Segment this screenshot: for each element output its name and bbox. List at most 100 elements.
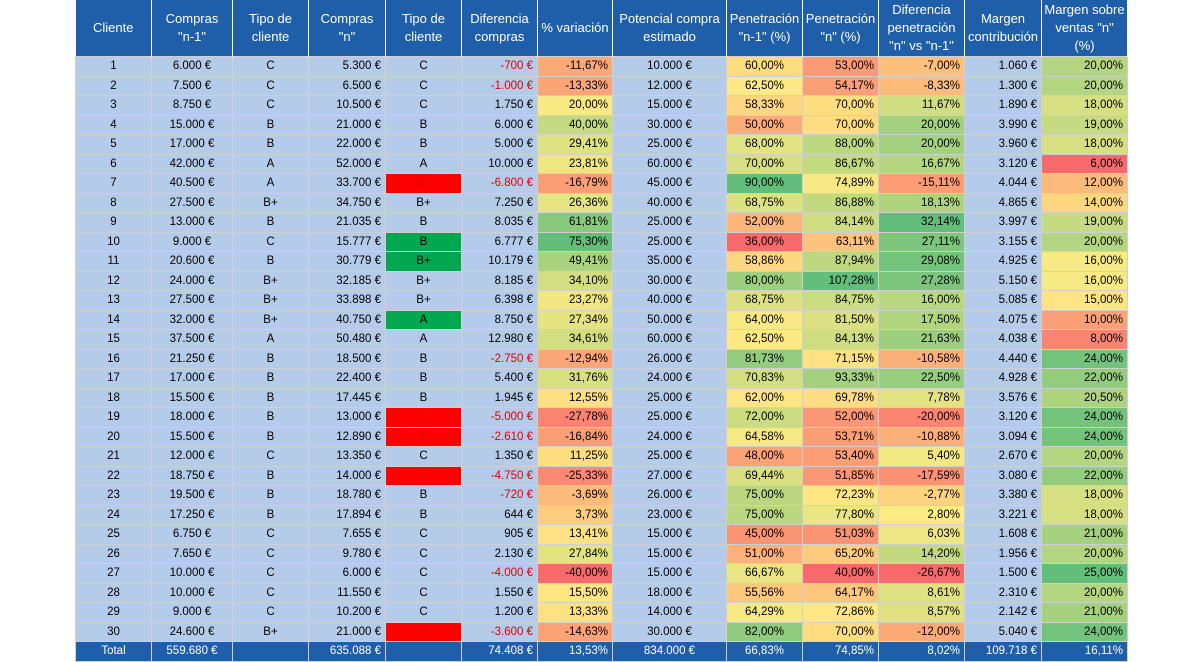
cell-compras-n: 21.000 € (308, 114, 386, 135)
table-row: 21 12.000 € C 13.350 € C 1.350 €11,25% 25.000 … (75, 446, 1128, 467)
cell-cliente: 9 (75, 212, 152, 233)
cell-tipo-n: B (385, 348, 462, 369)
cell-diferencia-penetracion: 2,80% (878, 504, 965, 525)
cell-penetracion-n1: 50,00% (726, 114, 803, 135)
cell-potencial: 14.000 € (612, 602, 727, 623)
cell-compras-n1: 17.000 € (151, 134, 233, 155)
table-row: 27 10.000 € C 6.000 € C -4.000 € -40,00% 15.000… (75, 563, 1128, 584)
cell-tipo-n: B (385, 621, 462, 642)
cell-compras-n1: 10.000 € (151, 582, 233, 603)
cell-margen-contribucion: 5.040 € (964, 621, 1042, 642)
total-penetracion-n: 74,85% (802, 641, 879, 662)
cell-tipo-n: B+ (385, 192, 462, 213)
total-compras-n1: 559.680 € (151, 641, 233, 662)
cell-compras-n: 10.200 € (308, 602, 386, 623)
cell-margen-contribucion: 5.085 € (964, 290, 1042, 311)
table-row: 19 18.000 € B 13.000 € C -5.000 € -27,78% 25.00… (75, 407, 1128, 428)
cell-potencial: 25.000 € (612, 231, 727, 252)
cell-variacion: 12,55% (537, 387, 613, 408)
cell-margen-ventas: 15,00% (1041, 290, 1128, 311)
cell-variacion: -11,67% (537, 56, 613, 77)
table-row: 3 8.750 € C 10.500 € C 1.750 €20,00% 15.000 €5… (75, 95, 1128, 116)
cell-penetracion-n1: 62,50% (726, 329, 803, 350)
cell-cliente: 28 (75, 582, 152, 603)
cell-cliente: 2 (75, 75, 152, 96)
cell-variacion: -12,94% (537, 348, 613, 369)
table-row: 28 10.000 € C 11.550 € C 1.550 €15,50% 18.000 … (75, 582, 1128, 603)
cell-penetracion-n1: 51,00% (726, 543, 803, 564)
cell-diferencia-compras: 2.130 € (461, 543, 538, 564)
cell-compras-n: 22.000 € (308, 134, 386, 155)
cell-compras-n1: 40.500 € (151, 173, 233, 194)
cell-compras-n1: 17.000 € (151, 368, 233, 389)
table-row: 23 19.500 € B 18.780 € B -720 € -3,69% 26.000 €… (75, 485, 1128, 506)
cell-variacion: -25,33% (537, 465, 613, 486)
cell-margen-contribucion: 2.142 € (964, 602, 1042, 623)
cell-compras-n1: 13.000 € (151, 212, 233, 233)
cell-tipo-n1: C (232, 543, 309, 564)
cell-compras-n: 33.898 € (308, 290, 386, 311)
cell-diferencia-compras: 5.000 € (461, 134, 538, 155)
cell-compras-n: 18.780 € (308, 485, 386, 506)
cell-tipo-n1: B (232, 114, 309, 135)
cell-cliente: 11 (75, 251, 152, 272)
cell-tipo-n: A (385, 309, 462, 330)
cell-penetracion-n1: 60,00% (726, 56, 803, 77)
cell-tipo-n: C (385, 582, 462, 603)
cell-compras-n: 30.779 € (308, 251, 386, 272)
cell-penetracion-n1: 80,00% (726, 270, 803, 291)
cell-margen-contribucion: 3.221 € (964, 504, 1042, 525)
cell-compras-n1: 10.000 € (151, 563, 233, 584)
cell-tipo-n: C (385, 407, 462, 428)
total-compras-n: 635.088 € (308, 641, 386, 662)
cell-penetracion-n: 84,14% (802, 212, 879, 233)
cell-diferencia-compras: 1.550 € (461, 582, 538, 603)
cell-margen-ventas: 12,00% (1041, 173, 1128, 194)
table-row: 5 17.000 € B 22.000 € B 5.000 €29,41% 25.000 €… (75, 134, 1128, 155)
cell-penetracion-n: 84,13% (802, 329, 879, 350)
cell-compras-n1: 17.250 € (151, 504, 233, 525)
cell-penetracion-n1: 82,00% (726, 621, 803, 642)
cell-margen-contribucion: 3.080 € (964, 465, 1042, 486)
cell-potencial: 12.000 € (612, 75, 727, 96)
cell-margen-contribucion: 3.997 € (964, 212, 1042, 233)
cell-penetracion-n: 63,11% (802, 231, 879, 252)
column-header-compras-n1: Compras "n-1" (151, 0, 233, 57)
cell-diferencia-compras: -3.600 € (461, 621, 538, 642)
cell-penetracion-n1: 72,00% (726, 407, 803, 428)
cell-tipo-n1: B+ (232, 621, 309, 642)
cell-tipo-n1: B (232, 465, 309, 486)
cell-variacion: 49,41% (537, 251, 613, 272)
table-row: 7 40.500 € A 33.700 € B+ -6.800 € -16,79% 45.00… (75, 173, 1128, 194)
cell-tipo-n1: B (232, 504, 309, 525)
cell-compras-n1: 19.500 € (151, 485, 233, 506)
cell-diferencia-compras: 7.250 € (461, 192, 538, 213)
cell-diferencia-compras: 6.777 € (461, 231, 538, 252)
cell-penetracion-n: 84,75% (802, 290, 879, 311)
cell-penetracion-n: 53,40% (802, 446, 879, 467)
cell-margen-ventas: 24,00% (1041, 348, 1128, 369)
cell-cliente: 20 (75, 426, 152, 447)
cell-compras-n: 15.777 € (308, 231, 386, 252)
cell-tipo-n: C (385, 75, 462, 96)
cell-margen-ventas: 16,00% (1041, 270, 1128, 291)
column-header-penetracion-n1: Penetración "n-1" (%) (726, 0, 803, 57)
cell-potencial: 40.000 € (612, 192, 727, 213)
cell-compras-n: 13.350 € (308, 446, 386, 467)
cell-cliente: 15 (75, 329, 152, 350)
cell-tipo-n1: A (232, 153, 309, 174)
cell-variacion: 23,27% (537, 290, 613, 311)
cell-penetracion-n1: 75,00% (726, 504, 803, 525)
cell-variacion: 29,41% (537, 134, 613, 155)
table-row: 12 24.000 € B+ 32.185 € B+ 8.185 €34,10% 30.00… (75, 270, 1128, 291)
table-row: 9 13.000 € B 21.035 € B 8.035 €61,81% 25.000 €… (75, 212, 1128, 233)
cell-potencial: 23.000 € (612, 504, 727, 525)
cell-diferencia-compras: 8.185 € (461, 270, 538, 291)
cell-compras-n1: 12.000 € (151, 446, 233, 467)
column-header-compras-n: Compras "n" (308, 0, 386, 57)
cell-diferencia-compras: 1.200 € (461, 602, 538, 623)
cell-tipo-n: C (385, 95, 462, 116)
cell-tipo-n: B+ (385, 270, 462, 291)
table-row: 16 21.250 € B 18.500 € B -2.750 € -12,94% 26.00… (75, 348, 1128, 369)
cell-margen-contribucion: 3.960 € (964, 134, 1042, 155)
